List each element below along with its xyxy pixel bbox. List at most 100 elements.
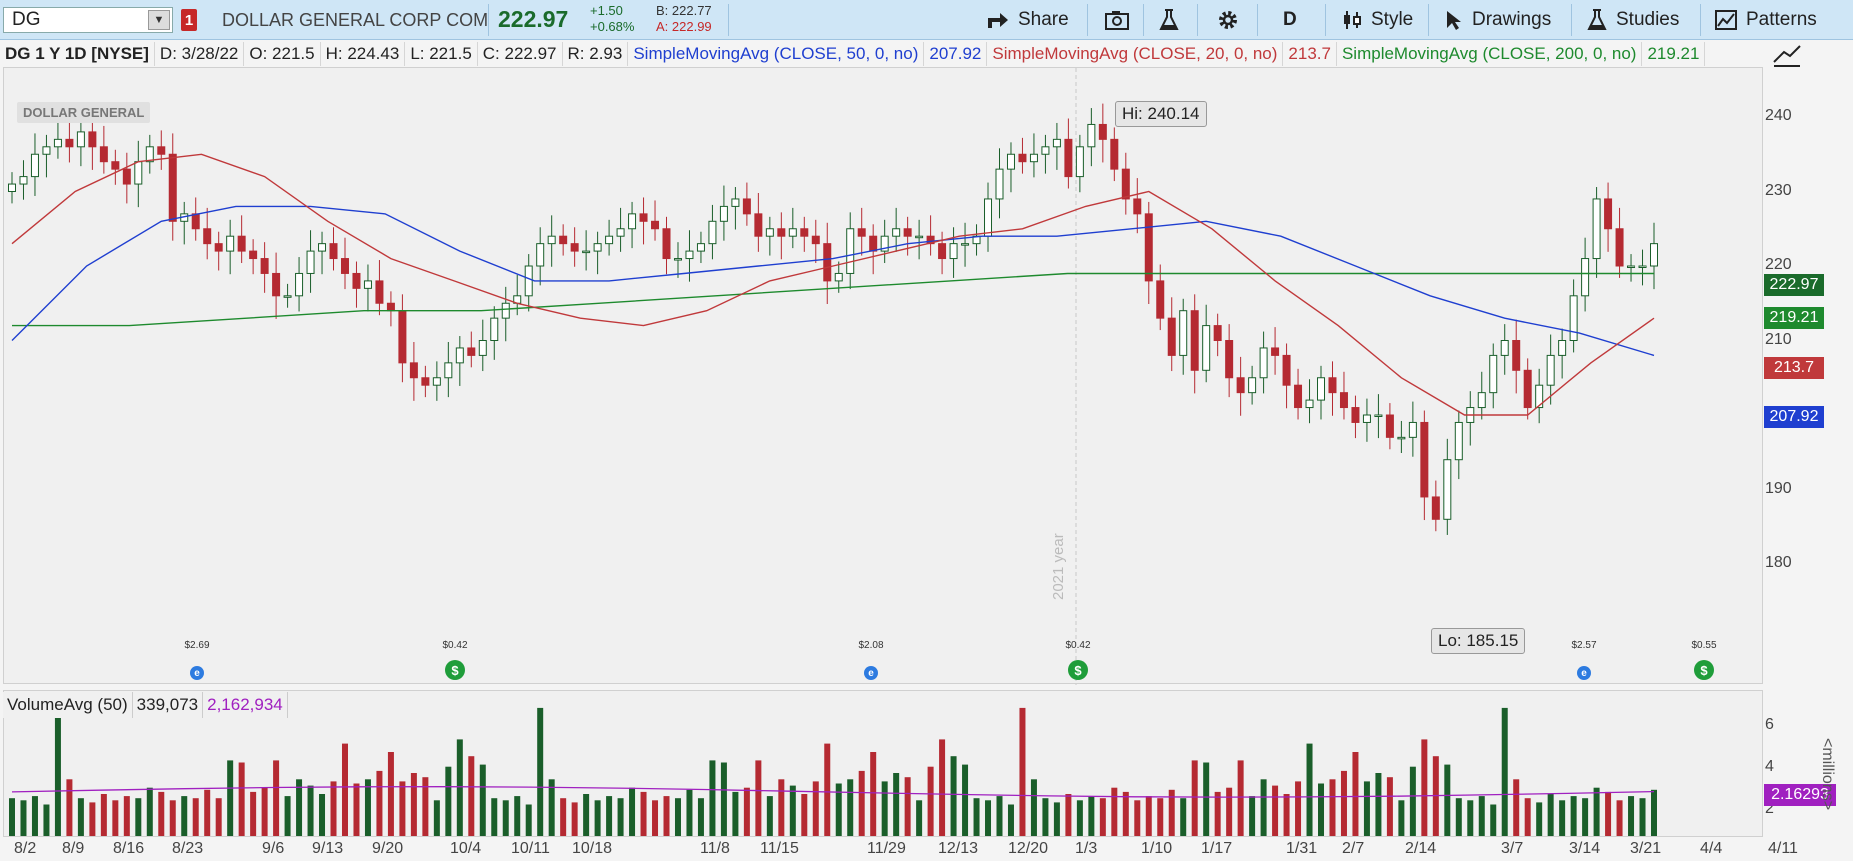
- candle-up: [984, 198, 993, 237]
- year-marker: 2021 year: [1050, 533, 1067, 600]
- date-axis-label: 2/7: [1342, 840, 1365, 857]
- symbol-dropdown-button[interactable]: ▼: [148, 10, 170, 30]
- candle-down: [1351, 407, 1360, 423]
- bar-open: O: 221.5: [244, 42, 321, 66]
- earnings-icon[interactable]: e: [1577, 666, 1591, 680]
- candle-down: [1098, 123, 1107, 140]
- aggregation-button[interactable]: D: [1277, 4, 1303, 36]
- volume-panel[interactable]: [3, 690, 1763, 837]
- candle-up: [1397, 436, 1406, 440]
- candle-up: [765, 228, 774, 237]
- candle-down: [168, 153, 177, 222]
- candle-down: [157, 146, 166, 155]
- volume-bar: [686, 789, 693, 836]
- candle-up: [1408, 421, 1417, 438]
- candle-up: [995, 168, 1004, 200]
- volume-bar: [1651, 789, 1657, 836]
- volume-bar: [158, 791, 165, 836]
- candle-up: [1317, 377, 1326, 401]
- link-group-badge[interactable]: 1: [181, 9, 197, 31]
- share-icon: [988, 13, 1008, 28]
- candle-up: [846, 228, 855, 274]
- last-price: 222.97: [498, 6, 569, 32]
- volume-bar: [399, 781, 406, 836]
- volume-bar: [801, 794, 808, 836]
- price-axis-label: 220: [1765, 256, 1792, 273]
- sma20-study-label[interactable]: SimpleMovingAvg (CLOSE, 20, 0, no): [987, 42, 1284, 66]
- volume-bar: [514, 796, 521, 836]
- earnings-icon[interactable]: e: [190, 666, 204, 680]
- volume-study-label[interactable]: VolumeAvg (50): [3, 692, 133, 718]
- style-button[interactable]: Style: [1335, 4, 1419, 36]
- price-chart-panel[interactable]: [3, 67, 1764, 685]
- volume-bar: [789, 785, 796, 836]
- sma50-study-label[interactable]: SimpleMovingAvg (CLOSE, 50, 0, no): [628, 42, 925, 66]
- snapshot-button[interactable]: [1098, 4, 1136, 36]
- price-chart[interactable]: [4, 68, 1764, 685]
- candle-up: [1006, 153, 1015, 170]
- candle-up: [1627, 265, 1636, 268]
- volume-bar: [1168, 789, 1175, 836]
- volume-bar: [594, 800, 601, 836]
- candle-up: [685, 250, 694, 260]
- candle-up: [1305, 399, 1314, 409]
- candle-up: [363, 280, 372, 289]
- drawings-button[interactable]: Drawings: [1438, 4, 1557, 36]
- volume-bar: [1111, 787, 1118, 836]
- patterns-icon: [1715, 10, 1737, 30]
- chart-title[interactable]: DG 1 Y 1D [NYSE]: [0, 42, 155, 66]
- candle-up: [547, 235, 556, 245]
- date-axis-label: 2/14: [1405, 840, 1437, 857]
- settings-button[interactable]: [1210, 4, 1246, 36]
- toolbar-divider: [1257, 4, 1258, 36]
- candle-up: [788, 228, 797, 237]
- volume-bar: [916, 800, 923, 836]
- candle-down: [1167, 317, 1176, 356]
- dividend-icon[interactable]: $: [1694, 660, 1714, 680]
- earnings-icon[interactable]: e: [864, 666, 878, 680]
- event-amount-label: $0.42: [1065, 640, 1091, 651]
- candle-up: [295, 272, 304, 297]
- dividend-icon[interactable]: $: [445, 660, 465, 680]
- volume-bar: [606, 796, 613, 836]
- lab-button[interactable]: [1152, 4, 1186, 36]
- candle-down: [203, 228, 212, 245]
- symbol-input[interactable]: DG ▼: [3, 7, 173, 33]
- volume-bar: [824, 743, 831, 836]
- last-price-tag: 222.97: [1764, 274, 1824, 296]
- candle-up: [1500, 340, 1509, 356]
- sma50-line: [11, 205, 1655, 357]
- volume-bar: [100, 794, 107, 836]
- price-axis-label: 230: [1765, 181, 1792, 199]
- dividend-icon[interactable]: $: [1068, 660, 1088, 680]
- sma200-study-label[interactable]: SimpleMovingAvg (CLOSE, 200, 0, no): [1337, 42, 1643, 66]
- candle-up: [719, 205, 728, 222]
- candle-up: [1558, 340, 1567, 356]
- candle-down: [191, 213, 200, 230]
- patterns-button[interactable]: Patterns: [1708, 4, 1823, 36]
- volume-bar: [1030, 779, 1037, 836]
- candle-down: [352, 272, 361, 289]
- volume-bar: [1616, 800, 1623, 836]
- low-callout: Lo: 185.15: [1431, 628, 1526, 654]
- date-axis-label: 10/11: [511, 840, 550, 857]
- volume-bar: [1318, 783, 1325, 836]
- candle-down: [1431, 496, 1440, 520]
- candle-down: [823, 243, 832, 282]
- volume-bar: [709, 760, 716, 836]
- sma20-price-tag: 213.7: [1764, 357, 1824, 379]
- share-button[interactable]: Share: [980, 4, 1075, 36]
- candle-up: [1362, 414, 1371, 423]
- candle-down: [111, 161, 120, 170]
- studies-button[interactable]: Studies: [1580, 4, 1685, 36]
- volume-bar: [43, 804, 50, 836]
- date-axis-label: 3/14: [1569, 840, 1601, 857]
- candle-up: [1374, 414, 1383, 417]
- volume-bar: [881, 781, 888, 836]
- candle-down: [869, 235, 878, 252]
- event-amount-label: $2.57: [1571, 640, 1597, 651]
- volume-chart[interactable]: [4, 691, 1764, 838]
- event-amount-label: $2.69: [184, 640, 210, 651]
- candle-down: [467, 347, 476, 356]
- drawing-tool-button[interactable]: [1772, 42, 1812, 70]
